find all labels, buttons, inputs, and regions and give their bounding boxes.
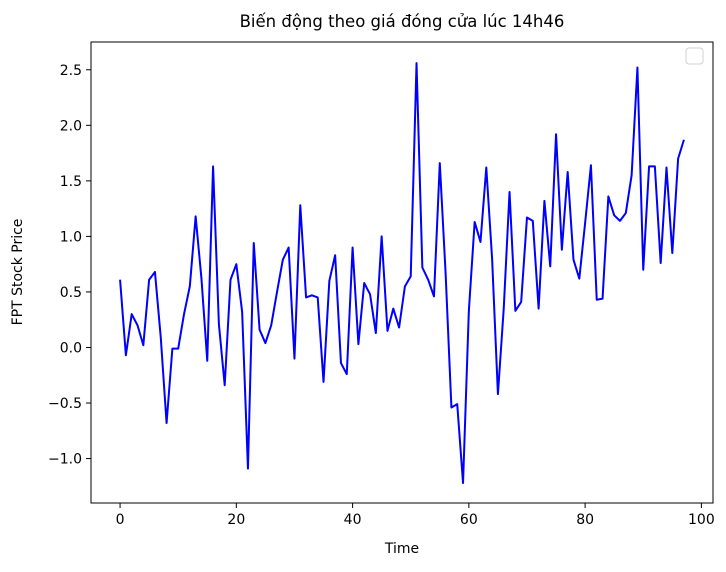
y-axis-title: FPT Stock Price — [10, 219, 26, 326]
y-tick-label: 1.5 — [60, 174, 82, 190]
y-tick-label: 2.0 — [60, 118, 82, 134]
y-tick-label: −0.5 — [48, 396, 82, 412]
y-tick-label: 2.5 — [60, 63, 82, 79]
y-tick-label: −1.0 — [48, 452, 82, 468]
x-tick-label: 60 — [460, 512, 478, 528]
x-axis: 0 20 40 60 80 100 — [116, 503, 715, 528]
y-tick-label: 1.0 — [60, 229, 82, 245]
x-tick-label: 0 — [116, 512, 125, 528]
x-tick-label: 40 — [344, 512, 362, 528]
chart-title: Biến động theo giá đóng cửa lúc 14h46 — [240, 12, 565, 31]
plot-area-frame — [90, 41, 714, 504]
x-tick-label: 20 — [227, 512, 245, 528]
x-tick-label: 80 — [576, 512, 594, 528]
series-line — [119, 62, 685, 484]
y-tick-label: 0.5 — [60, 285, 82, 301]
legend-box — [685, 47, 704, 65]
y-tick-label: 0.0 — [60, 340, 82, 356]
y-axis: −1.0 −0.5 0.0 0.5 1.0 1.5 2.0 2.5 — [48, 63, 91, 468]
x-tick-label: 100 — [688, 512, 715, 528]
x-axis-title: Time — [384, 541, 419, 557]
